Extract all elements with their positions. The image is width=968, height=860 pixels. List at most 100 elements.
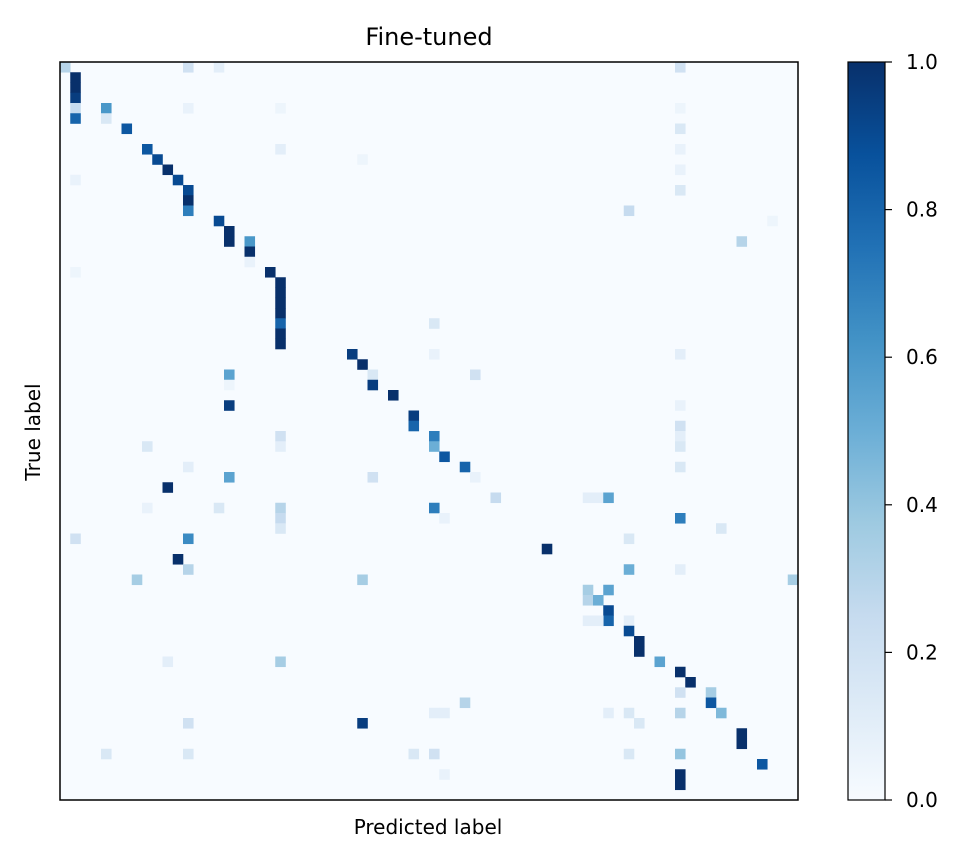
heatmap-cell [275,656,286,668]
heatmap-cell [70,533,81,545]
heatmap-cell [183,533,194,545]
heatmap-cell [70,103,81,114]
heatmap-cell [142,502,153,514]
heatmap-cell [142,441,153,452]
colorbar-tick-label: 0.0 [906,788,938,812]
heatmap-cell [408,410,420,422]
heatmap-cell [623,564,635,575]
heatmap-cell [429,349,440,360]
heatmap-cell [675,164,686,176]
heatmap-cell [767,215,778,227]
heatmap-cell [224,226,235,237]
heatmap-cell [634,646,645,657]
heatmap-cell [275,502,286,514]
heatmap-cell [582,615,594,627]
heatmap-cell [131,574,143,586]
heatmap-cell [183,185,194,196]
heatmap-cell [675,103,686,114]
heatmap-cell [60,62,71,73]
heatmap-cell [439,769,450,780]
heatmap-cell [470,472,481,483]
heatmap-cell [675,687,686,698]
heatmap-cell [408,748,420,760]
heatmap-cell [623,615,635,627]
heatmap-cell [244,246,256,258]
heatmap-cell [716,707,727,719]
heatmap-cell [224,236,235,247]
heatmap-cell [275,441,286,452]
heatmap-cell [70,72,81,83]
heatmap-cell [675,62,686,73]
heatmap-cell [429,318,440,329]
heatmap-cell [623,707,635,719]
heatmap-cell [593,615,604,627]
heatmap-cell [490,492,502,504]
heatmap-cell [183,718,194,729]
heatmap-frame [59,61,799,801]
heatmap-cell [654,656,666,668]
colorbar [847,61,886,801]
heatmap-cell [162,656,174,668]
heatmap-cell [70,82,81,94]
heatmap-cell [183,748,194,760]
heatmap-cell [121,123,133,135]
heatmap-cell [367,379,379,391]
heatmap-cell [224,472,235,483]
heatmap-cell [70,174,81,186]
heatmap-cell [183,461,194,473]
heatmap-cell [357,154,368,165]
heatmap-cell [593,492,604,504]
heatmap-cell [183,564,194,575]
heatmap-cell [275,328,286,340]
heatmap-cell [275,287,286,299]
heatmap-cell [582,584,594,596]
heatmap-cell [603,707,614,719]
heatmap-cell [675,666,686,678]
heatmap-cell [675,144,686,155]
heatmap-cell [275,103,286,114]
heatmap-cell [275,431,286,442]
heatmap-cell [183,195,194,206]
heatmap-cell [429,502,440,514]
heatmap-cell [675,400,686,411]
heatmap-cell [101,103,112,114]
heatmap-cell [357,574,368,586]
heatmap-cell [675,707,686,719]
heatmap-cell [213,215,225,227]
heatmap-cell [757,759,768,770]
heatmap-cell [224,379,235,391]
heatmap-cell [787,574,799,586]
heatmap-cell [675,769,686,780]
heatmap-cell [70,113,81,124]
heatmap-cell [705,687,717,698]
heatmap-cell [623,625,635,637]
heatmap-cell [265,267,276,278]
heatmap-cell [675,513,686,524]
heatmap-cell [101,748,112,760]
heatmap-cell [603,492,614,504]
heatmap-cell [623,533,635,545]
heatmap-cell [736,738,748,750]
heatmap-cell [634,636,645,647]
heatmap-cell [541,543,553,555]
heatmap-cell [675,748,686,760]
x-axis-label: Predicted label [354,815,503,839]
heatmap-cell [593,595,604,606]
heatmap-cell [367,472,379,483]
heatmap-cell [736,728,748,739]
heatmap-cell [623,205,635,217]
heatmap-cells [60,62,799,791]
heatmap-cell [367,369,379,381]
heatmap-cell [675,779,686,791]
heatmap-cell [224,400,235,411]
heatmap-cell [275,318,286,329]
heatmap-cell [275,308,286,319]
chart-title: Fine-tuned [365,23,492,51]
heatmap-cell [152,154,163,165]
heatmap-cell [459,461,471,473]
heatmap-cell [172,174,184,186]
heatmap-cell [582,492,594,504]
colorbar-tick-label: 0.4 [906,493,938,517]
heatmap-cell [357,359,368,370]
